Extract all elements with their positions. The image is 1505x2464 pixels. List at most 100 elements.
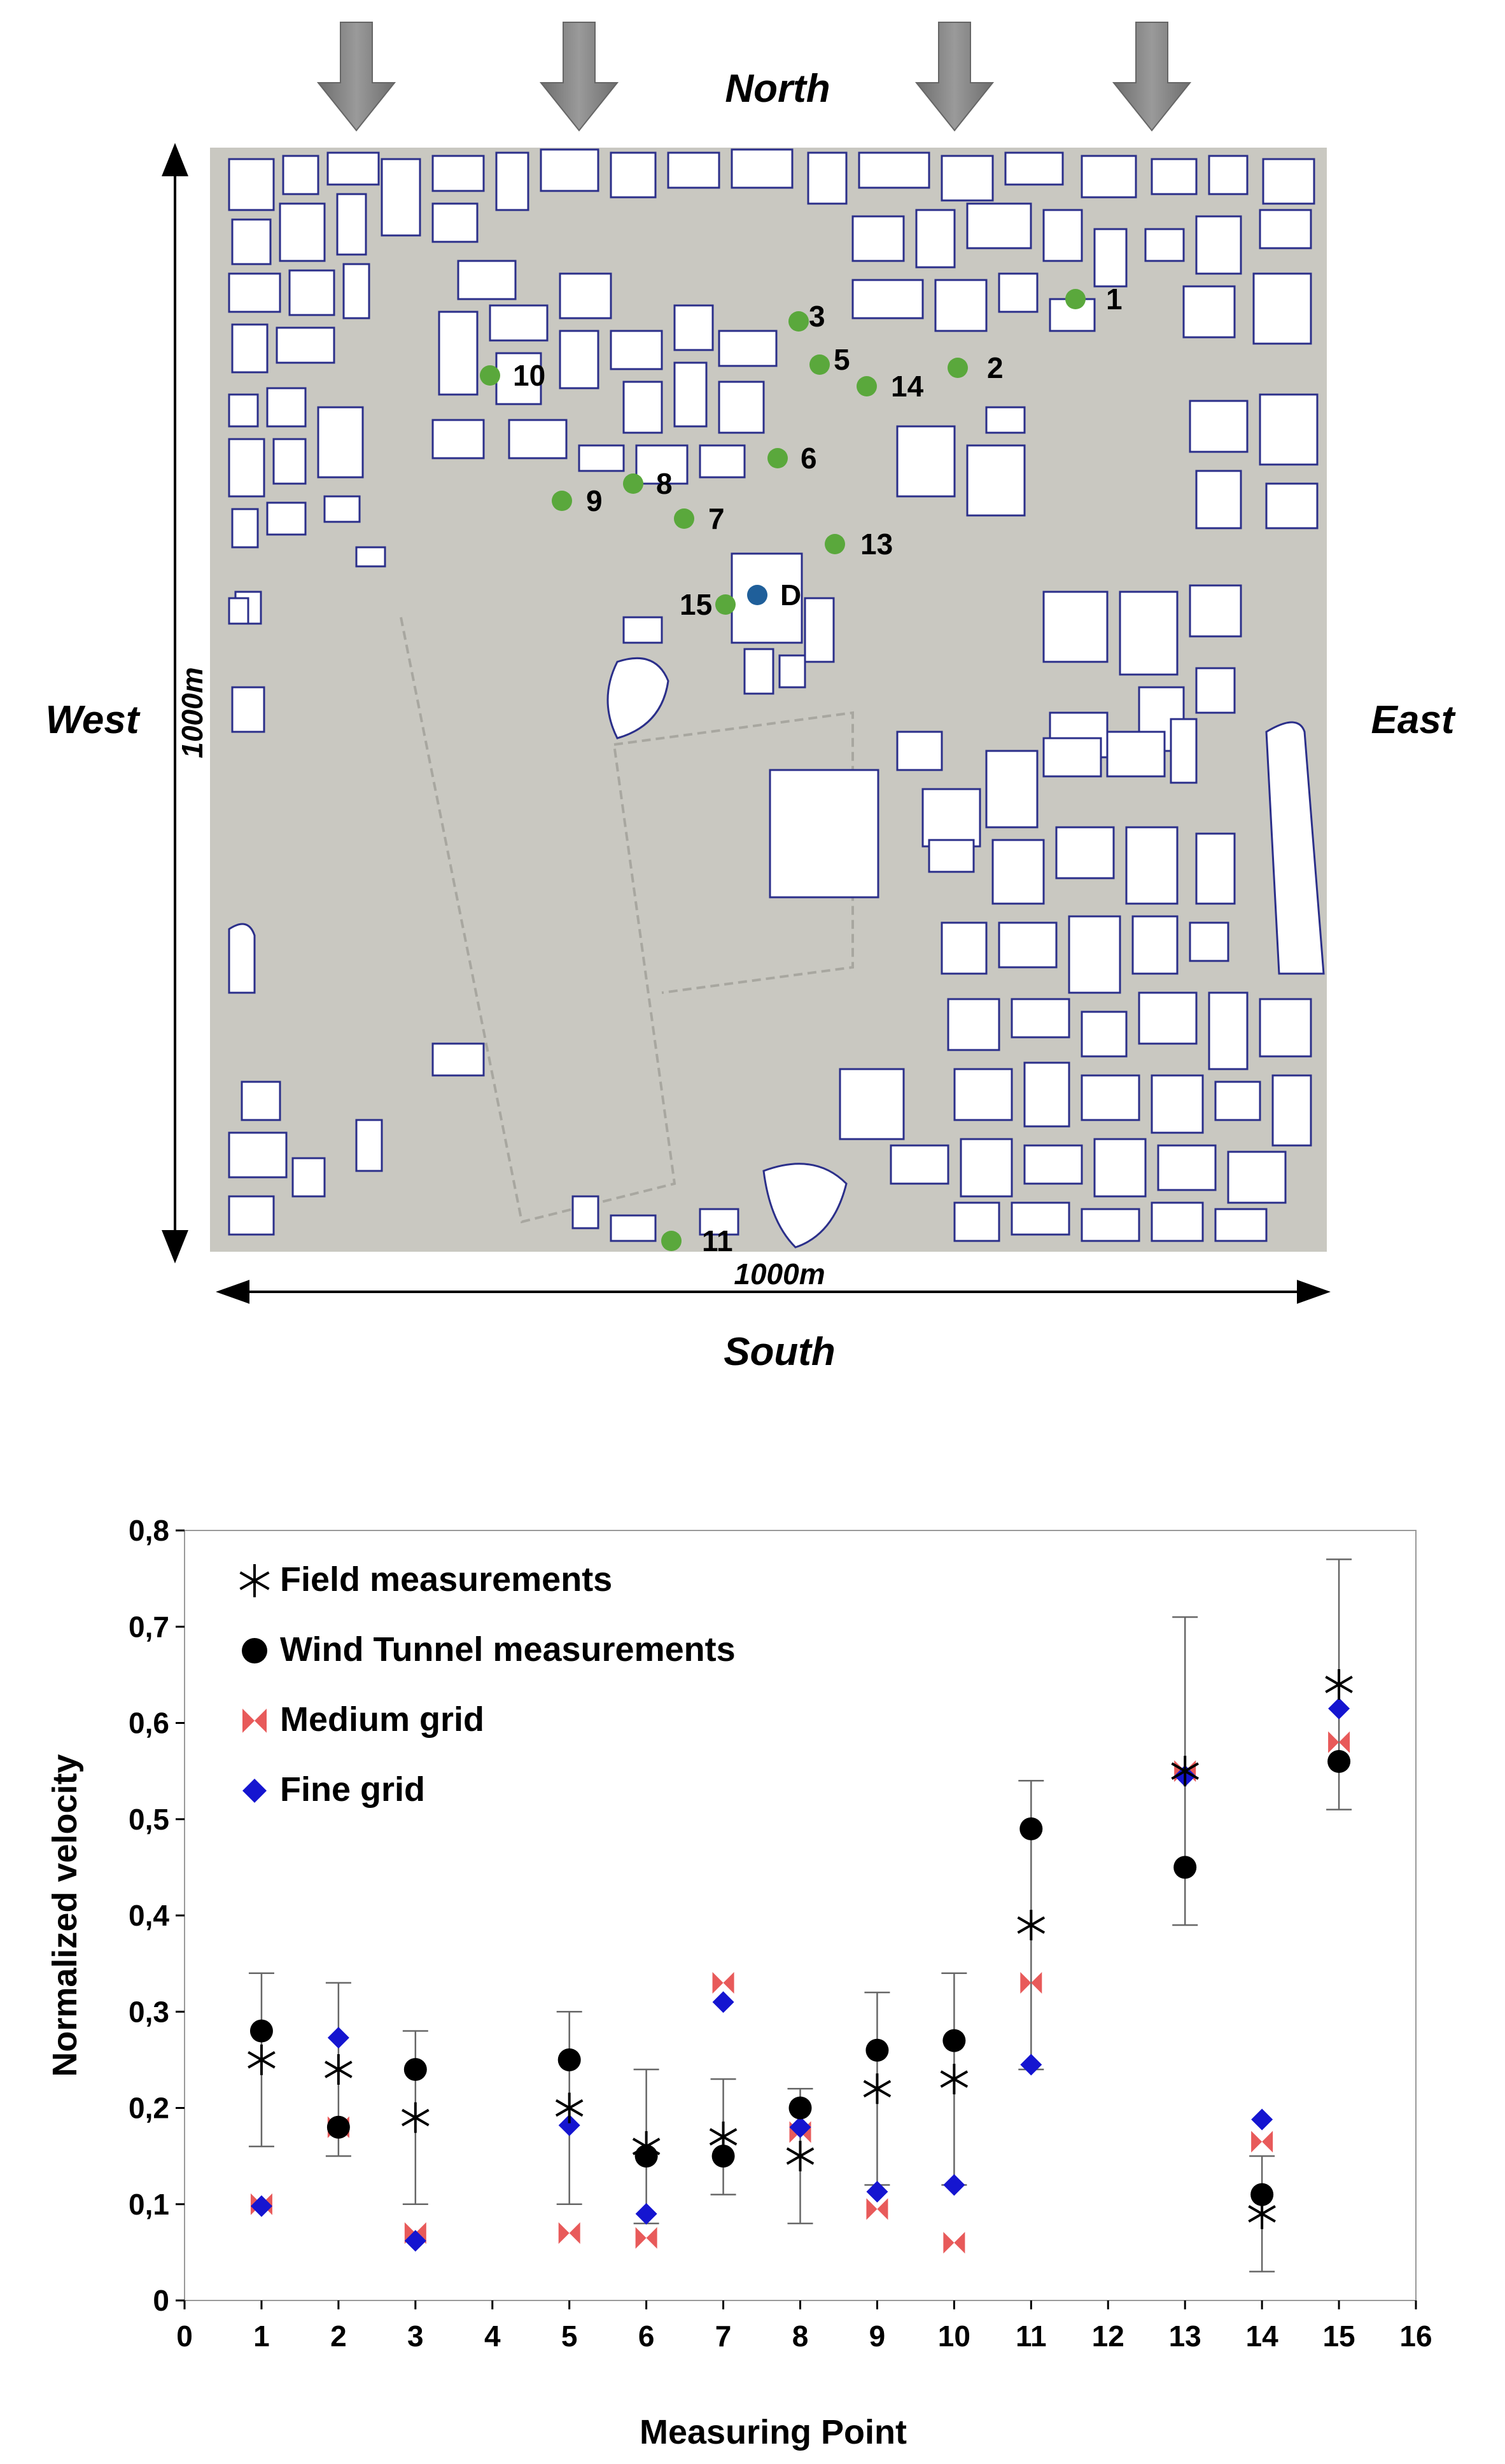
data-point [711,2145,735,2168]
data-point [863,2073,892,2104]
measuring-point: 9 [552,484,603,517]
measuring-point-label: 3 [809,300,825,333]
measuring-point: 8 [623,467,673,500]
x-tick-label: 8 [792,2320,809,2353]
y-tick-label: 0,8 [129,1514,169,1547]
x-tick-label: 2 [330,2320,347,2353]
data-point [635,2202,657,2225]
y-tick-label: 0,7 [129,1610,169,1643]
measuring-point: 10 [480,359,545,392]
data-point [788,2096,812,2120]
data-point [555,2092,584,2124]
data-point [402,2102,430,2133]
site-map: North South West East [45,22,1456,1374]
data-point [1251,2131,1273,2153]
data-point [1020,2054,1042,2076]
data-point [404,2230,426,2252]
measuring-point: 2 [948,351,1004,384]
x-tick-label: 13 [1169,2320,1201,2353]
measuring-point-label: 8 [656,467,673,500]
y-tick-label: 0,2 [129,2092,169,2125]
x-tick-label: 12 [1092,2320,1124,2353]
measuring-point-dot [623,473,643,494]
data-point [1248,2198,1276,2229]
data-point [866,2198,888,2220]
data-point [865,2038,889,2062]
measuring-point: 3 [788,300,825,333]
data-point [709,2121,738,2152]
data-point [1250,2183,1274,2206]
legend: Field measurements Wind Tunnel measuremen… [239,1560,736,1809]
legend-marker [242,1779,267,1803]
measuring-point: 5 [809,343,850,376]
north-label: North [725,67,830,111]
data-point [1328,1731,1350,1753]
data-point [557,2048,581,2071]
data-point [712,1971,734,1994]
measuring-point-label: 6 [801,442,817,475]
x-tick-label: 11 [1016,2320,1047,2353]
data-point [786,2141,815,2172]
measuring-point-label: D [780,578,801,612]
data-point [403,2058,427,2081]
legend-label: Medium grid [280,1700,484,1739]
measuring-point-label: 5 [834,343,850,376]
x-tick-label: 3 [407,2320,424,2353]
east-label: East [1371,698,1456,742]
x-tick-label: 7 [715,2320,732,2353]
measuring-point-label: 7 [708,502,725,535]
legend-marker [239,1564,270,1597]
legend-marker [242,1638,267,1663]
y-tick-label: 0 [153,2284,169,2317]
measuring-point-dot [1065,289,1086,309]
measuring-point-dot [480,365,500,386]
wind-arrows [316,22,1192,132]
data-point [789,2116,811,2138]
measuring-point: 15 [680,588,736,621]
wind-arrow-icon [914,22,995,132]
measuring-point-label: 9 [586,484,603,517]
data-point [940,2064,969,2095]
data-point [712,1991,734,2013]
legend-marker [242,1709,267,1733]
x-tick-label: 0 [176,2320,193,2353]
velocity-chart: 00,10,20,30,40,50,60,70,8 0 1 2 3 4 5 6 7 8 9 10 11… [46,1514,1432,2451]
data-markers [248,1669,1353,2254]
measuring-point-dot [674,508,694,529]
data-point [1251,2108,1273,2131]
measuring-point-label: 14 [891,370,924,403]
measuring-point-dot [825,534,845,554]
x-tick-label: 1 [253,2320,270,2353]
x-axis-title: Measuring Point [640,2413,907,2451]
data-point [1171,1756,1199,1787]
measuring-point-label: 13 [860,528,893,561]
data-point [558,2114,580,2136]
data-point [325,2054,353,2085]
measuring-point-label: 10 [513,359,545,392]
measuring-point-dot [715,594,736,615]
measuring-point-label: 11 [702,1224,733,1257]
data-point [249,2019,273,2043]
data-point [1017,1910,1046,1941]
measuring-point-dot [857,376,877,396]
measuring-point-dot [809,354,830,375]
measuring-point-dot [767,448,788,468]
legend-label: Fine grid [280,1770,425,1809]
scale-bars [162,143,1331,1304]
x-tick-label: 4 [484,2320,501,2353]
data-point [1019,1817,1043,1840]
y-tick-label: 0,1 [129,2188,169,2221]
x-tick-label: 16 [1399,2320,1432,2353]
legend-label: Field measurements [280,1560,612,1599]
data-point [632,2131,661,2162]
data-point [326,2115,350,2139]
y-tick-label: 0,6 [129,1707,169,1740]
data-point [1327,1750,1351,1773]
data-point [248,2044,276,2075]
data-point [327,2027,349,2049]
wind-arrow-icon [539,22,619,132]
y-tick-label: 0,3 [129,1995,169,2028]
data-point [1328,1697,1350,1719]
measuring-point-dot [948,358,968,378]
y-tick-label: 0,5 [129,1803,169,1836]
